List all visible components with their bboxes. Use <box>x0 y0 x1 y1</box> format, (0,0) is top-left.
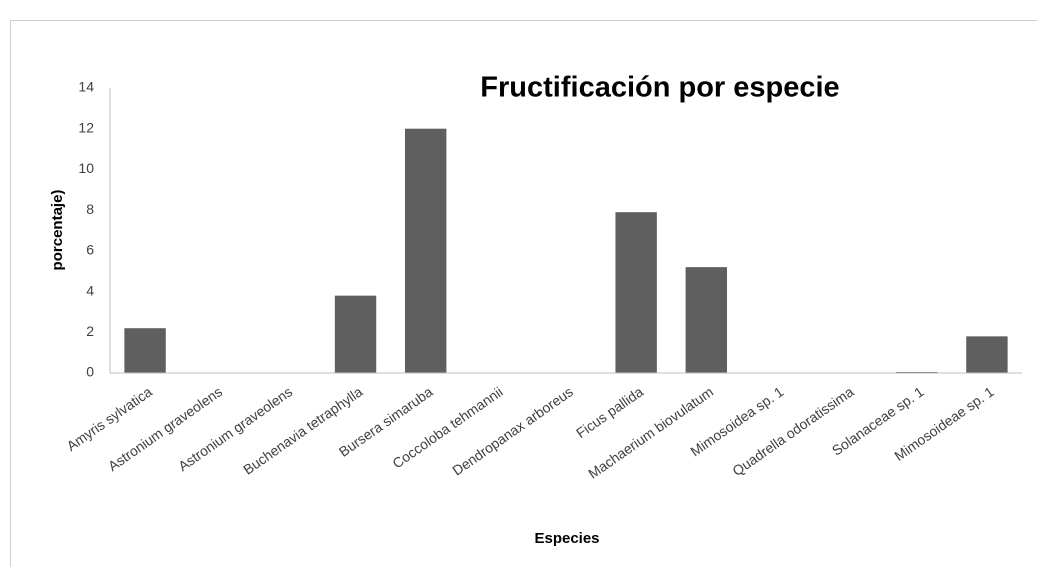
y-tick-label: 0 <box>86 364 94 380</box>
y-tick-label: 12 <box>78 119 94 135</box>
bar <box>615 212 657 373</box>
y-tick-label: 8 <box>86 201 94 217</box>
bar <box>966 336 1008 373</box>
chart-title: Fructificación por especie <box>480 72 839 104</box>
y-tick-label: 14 <box>78 79 94 95</box>
bar <box>334 295 377 373</box>
bar <box>685 267 728 373</box>
x-axis-label: Especies <box>534 530 599 547</box>
y-tick-label: 4 <box>86 282 94 298</box>
y-tick-label: 10 <box>78 160 94 176</box>
y-axis-label: porcentaje) <box>49 190 66 271</box>
bar <box>404 128 447 373</box>
chart-frame <box>10 20 1037 567</box>
bar <box>896 371 938 373</box>
y-tick-label: 2 <box>86 323 94 339</box>
y-tick-label: 6 <box>86 242 94 258</box>
bar <box>124 328 166 373</box>
